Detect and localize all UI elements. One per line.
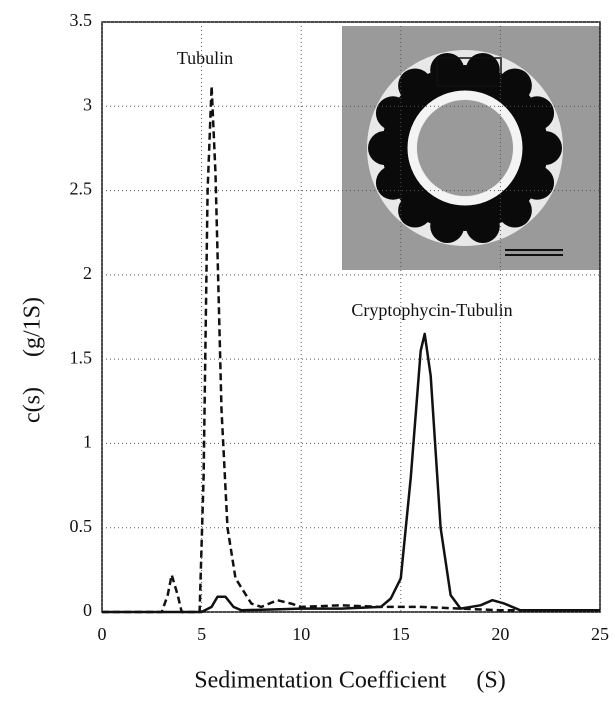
x-axis-label: Sedimentation Coefficient (S) (194, 668, 506, 694)
x-tick-label: 5 (197, 624, 206, 644)
x-tick-label: 25 (591, 624, 609, 644)
x-tick-label: 10 (292, 624, 310, 644)
x-tick-label: 15 (392, 624, 410, 644)
inset-image (342, 26, 600, 270)
series-line (102, 332, 600, 614)
y-tick-label: 2 (83, 263, 92, 283)
x-tick-label: 20 (491, 624, 509, 644)
y-axis-label: c(s) (g/1S) (20, 297, 46, 423)
y-tick-label: 3 (83, 94, 92, 114)
annotation: Cryptophycin-Tubulin (351, 300, 512, 320)
y-tick-label: 3.5 (70, 10, 93, 30)
y-tick-label: 1.5 (70, 347, 93, 367)
annotation: Tubulin (177, 48, 233, 68)
y-tick-label: 2.5 (70, 179, 93, 199)
x-tick-label: 0 (98, 624, 107, 644)
y-tick-label: 0.5 (70, 516, 93, 536)
y-tick-label: 0 (83, 600, 92, 620)
y-tick-label: 1 (83, 432, 92, 452)
